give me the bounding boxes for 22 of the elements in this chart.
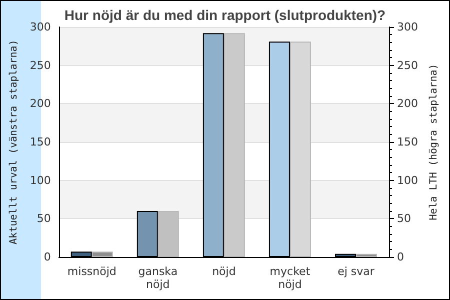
- y2-tick-label: 150: [397, 136, 418, 148]
- x-tick-label: missnöjd: [67, 265, 116, 278]
- y-axis-title: Aktuellt urval (vänstra staplarna): [8, 40, 20, 244]
- y-tick-label: 250: [30, 58, 51, 72]
- y2-tick-label: 300: [397, 20, 418, 34]
- y2-tick-label: 250: [397, 58, 418, 72]
- chart-title: Hur nöjd är du med din rapport (slutprodukten)?: [64, 7, 386, 23]
- x-tick-label: ej svar: [338, 265, 375, 278]
- y-tick-label: 50: [36, 212, 51, 226]
- y2-tick-label: 0: [397, 250, 404, 264]
- y2-axis-title: Hela LTH (högra staplarna): [428, 64, 440, 220]
- y-tick-label: 200: [30, 97, 51, 110]
- y2-tick-label: 200: [397, 97, 418, 110]
- y2-tick-label: 50: [397, 212, 411, 226]
- x-tick-label: nöjd: [212, 265, 236, 278]
- y-tick-label: 100: [30, 174, 51, 187]
- x-tick-label: ganska nöjd: [138, 265, 178, 291]
- y2-tick-label: 100: [397, 174, 418, 187]
- x-tick-label: mycket nöjd: [270, 265, 311, 291]
- y-tick-label: 150: [30, 136, 51, 148]
- y-tick-label: 0: [44, 250, 51, 264]
- y-tick-label: 300: [30, 20, 51, 34]
